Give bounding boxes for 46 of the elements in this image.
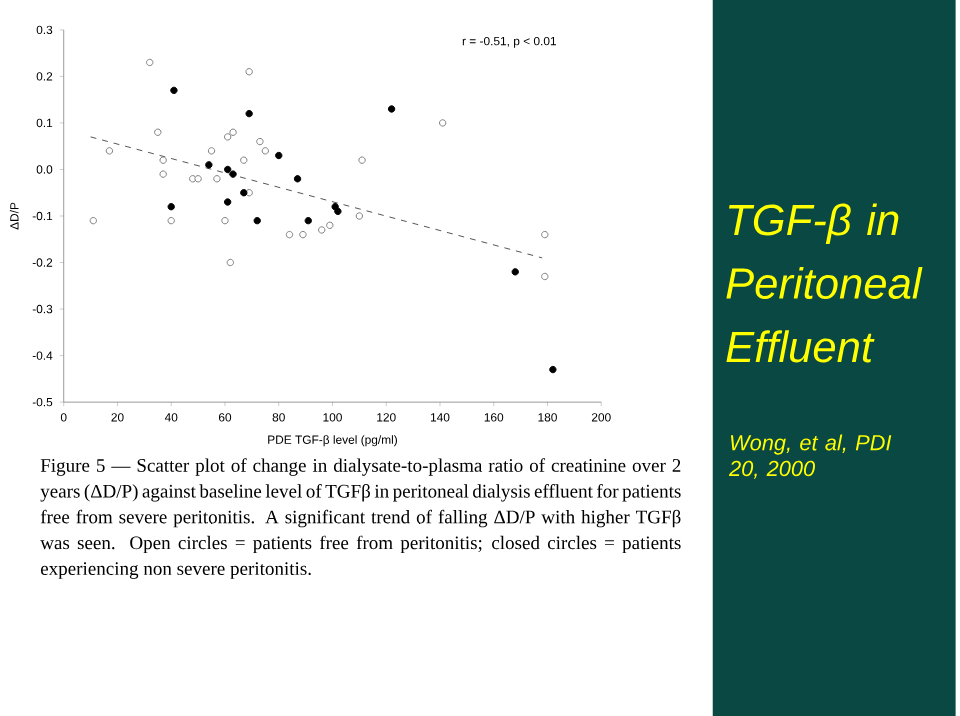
point bbox=[226, 258, 235, 266]
point bbox=[304, 216, 312, 224]
point bbox=[387, 104, 396, 113]
point bbox=[318, 225, 326, 234]
point bbox=[223, 132, 232, 141]
text: Wong, et al, PDI 20, 2000 bbox=[728, 434, 892, 479]
point bbox=[253, 216, 261, 224]
point bbox=[223, 198, 232, 206]
point bbox=[256, 137, 264, 145]
point bbox=[293, 174, 302, 183]
point bbox=[358, 156, 366, 164]
point bbox=[541, 272, 549, 280]
point bbox=[167, 216, 175, 224]
point bbox=[355, 211, 364, 220]
point bbox=[541, 230, 549, 238]
point bbox=[223, 165, 232, 173]
point bbox=[170, 86, 178, 94]
point bbox=[146, 58, 154, 66]
point bbox=[549, 365, 557, 373]
point bbox=[326, 221, 334, 229]
point bbox=[240, 156, 248, 164]
point bbox=[154, 128, 162, 136]
text: TGF-β in Peritoneal Effluent bbox=[726, 203, 923, 363]
point bbox=[89, 216, 97, 224]
point bbox=[275, 151, 283, 159]
point bbox=[167, 202, 175, 211]
point bbox=[205, 160, 213, 169]
point bbox=[438, 118, 447, 127]
point bbox=[229, 128, 237, 136]
point bbox=[245, 67, 253, 76]
caption: Figure 5 — Scatter plot of change in dialysate-to-plasma ratio of creatinine over 2 years (ΔD/P) against baseline level of TGFβ in peritoneal dialysis effluent for patients free from severe peritonitis. A significant trend of falling ΔD/P with higher TGFβ was seen. Open circles = patients free from peritonitis; closed circles = patients experiencing non severe peritonitis. bbox=[40, 457, 681, 579]
point bbox=[221, 216, 229, 224]
point bbox=[159, 156, 167, 164]
point bbox=[261, 146, 269, 155]
point bbox=[511, 267, 519, 276]
point bbox=[159, 170, 167, 178]
point bbox=[105, 146, 114, 155]
point bbox=[194, 174, 202, 183]
point bbox=[299, 230, 307, 238]
point bbox=[229, 170, 237, 178]
point bbox=[240, 188, 248, 197]
point bbox=[334, 207, 342, 215]
point bbox=[213, 174, 221, 183]
point bbox=[285, 230, 294, 238]
point bbox=[207, 146, 216, 155]
point bbox=[245, 109, 253, 117]
